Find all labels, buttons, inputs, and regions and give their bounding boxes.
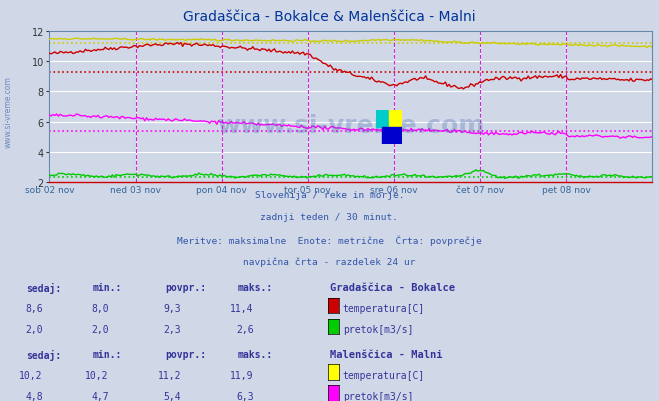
Text: 2,0: 2,0 — [25, 324, 43, 334]
Text: temperatura[C]: temperatura[C] — [343, 304, 425, 314]
Text: min.:: min.: — [92, 283, 122, 293]
Text: 11,4: 11,4 — [230, 304, 254, 314]
Text: temperatura[C]: temperatura[C] — [343, 370, 425, 380]
Text: 2,0: 2,0 — [91, 324, 109, 334]
Text: min.:: min.: — [92, 349, 122, 359]
Text: Gradaščica - Bokalce & Malenščica - Malni: Gradaščica - Bokalce & Malenščica - Maln… — [183, 10, 476, 24]
Text: 2,3: 2,3 — [163, 324, 181, 334]
Text: 8,6: 8,6 — [25, 304, 43, 314]
Text: 11,2: 11,2 — [158, 370, 181, 380]
Bar — [382, 128, 402, 144]
Text: povpr.:: povpr.: — [165, 349, 206, 359]
Text: sedaj:: sedaj: — [26, 283, 61, 294]
Text: 5,4: 5,4 — [163, 391, 181, 401]
Text: 8,0: 8,0 — [91, 304, 109, 314]
Text: 4,7: 4,7 — [91, 391, 109, 401]
Text: Meritve: maksimalne  Enote: metrične  Črta: povprečje: Meritve: maksimalne Enote: metrične Črta… — [177, 235, 482, 245]
Text: navpična črta - razdelek 24 ur: navpična črta - razdelek 24 ur — [243, 257, 416, 266]
Bar — [389, 110, 402, 128]
Text: 9,3: 9,3 — [163, 304, 181, 314]
Text: www.si-vreme.com: www.si-vreme.com — [217, 113, 484, 137]
Text: Slovenija / reke in morje.: Slovenija / reke in morje. — [255, 190, 404, 199]
Text: maks.:: maks.: — [237, 349, 272, 359]
Text: www.si-vreme.com: www.si-vreme.com — [3, 77, 13, 148]
Text: sedaj:: sedaj: — [26, 349, 61, 360]
Text: pretok[m3/s]: pretok[m3/s] — [343, 324, 413, 334]
Text: zadnji teden / 30 minut.: zadnji teden / 30 minut. — [260, 213, 399, 221]
Text: 11,9: 11,9 — [230, 370, 254, 380]
Text: 10,2: 10,2 — [85, 370, 109, 380]
Text: povpr.:: povpr.: — [165, 283, 206, 293]
Text: 4,8: 4,8 — [25, 391, 43, 401]
Text: 2,6: 2,6 — [236, 324, 254, 334]
Text: maks.:: maks.: — [237, 283, 272, 293]
Text: 10,2: 10,2 — [19, 370, 43, 380]
Text: pretok[m3/s]: pretok[m3/s] — [343, 391, 413, 401]
Bar — [376, 110, 389, 128]
Text: Malenščica - Malni: Malenščica - Malni — [330, 349, 442, 359]
Text: 6,3: 6,3 — [236, 391, 254, 401]
Text: Gradaščica - Bokalce: Gradaščica - Bokalce — [330, 283, 455, 293]
